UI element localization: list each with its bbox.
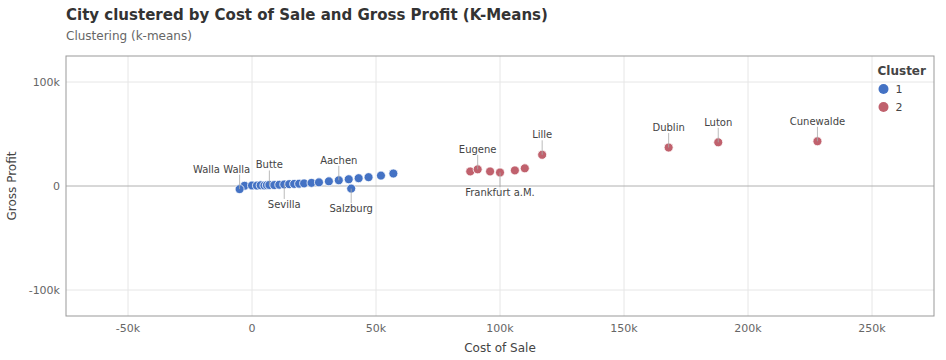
annotation-line [668, 133, 669, 148]
annotation-line [269, 170, 270, 185]
annotation-line [817, 127, 818, 142]
point [344, 175, 353, 184]
x-tick-label: -50k [116, 322, 141, 335]
annotation: Walla Walla [193, 164, 250, 175]
annotation: Eugene [459, 144, 497, 155]
grid-line-y [66, 82, 934, 83]
x-tick-label: 0 [249, 322, 256, 335]
x-tick-label: 100k [486, 322, 514, 335]
annotation: Dublin [652, 122, 684, 133]
annotation-line [718, 128, 719, 143]
annotation: Aachen [320, 155, 357, 166]
points [235, 137, 822, 194]
point [389, 169, 398, 178]
point [324, 177, 333, 186]
annotations: Butte Sevilla Aachen Walla Walla Salzburg Eug… [193, 116, 845, 214]
x-tick-label: 250k [858, 322, 886, 335]
title: City clustered by Cost of Sale and Gross… [66, 6, 548, 24]
annotation-line [351, 189, 352, 204]
point [486, 167, 495, 176]
annotation: Luton [704, 117, 732, 128]
annotation-line [500, 172, 501, 187]
y-axis-label: Gross Profit [5, 151, 19, 220]
x-tick-label: 50k [366, 322, 387, 335]
y-tick-label: 0 [53, 180, 60, 193]
x-axis-label: Cost of Sale [464, 341, 536, 355]
annotation: Sevilla [268, 199, 301, 210]
plot-area [66, 56, 934, 316]
subtitle: Clustering (k-means) [66, 29, 192, 43]
annotation-line [338, 166, 339, 181]
annotation-line [542, 140, 543, 155]
point [520, 164, 529, 173]
annotation: Salzburg [329, 203, 372, 214]
chart: City clustered by Cost of Sale and Gross… [0, 0, 946, 360]
grid-line-y [66, 290, 934, 291]
annotation: Butte [256, 159, 283, 170]
legend-marker [879, 84, 889, 94]
x-tick-label: 200k [734, 322, 762, 335]
grid [66, 56, 934, 316]
y-tick-label: -100k [29, 284, 61, 297]
annotation: Lille [532, 129, 552, 140]
y-tick-label: 100k [33, 76, 61, 89]
x-tick-label: 150k [610, 322, 638, 335]
legend-title: Cluster [878, 64, 926, 78]
annotation: Cunewalde [790, 116, 845, 127]
legend-label: 2 [896, 101, 903, 114]
point [376, 171, 385, 180]
annotation-line [239, 175, 240, 190]
legend-marker [879, 102, 889, 112]
annotation-line [477, 155, 478, 170]
annotation: Frankfurt a.M. [465, 187, 535, 198]
plot-frame [66, 56, 934, 316]
legend: Cluster 1 2 [878, 64, 926, 114]
annotation-line [284, 184, 285, 199]
point [364, 173, 373, 182]
point [510, 166, 519, 175]
legend-label: 1 [896, 83, 903, 96]
point [314, 178, 323, 187]
point [354, 174, 363, 183]
